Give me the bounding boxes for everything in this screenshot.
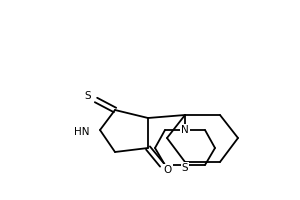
Text: N: N [181, 125, 189, 135]
Text: S: S [85, 91, 91, 101]
Text: S: S [182, 163, 188, 173]
Text: O: O [164, 165, 172, 175]
Text: HN: HN [74, 127, 90, 137]
